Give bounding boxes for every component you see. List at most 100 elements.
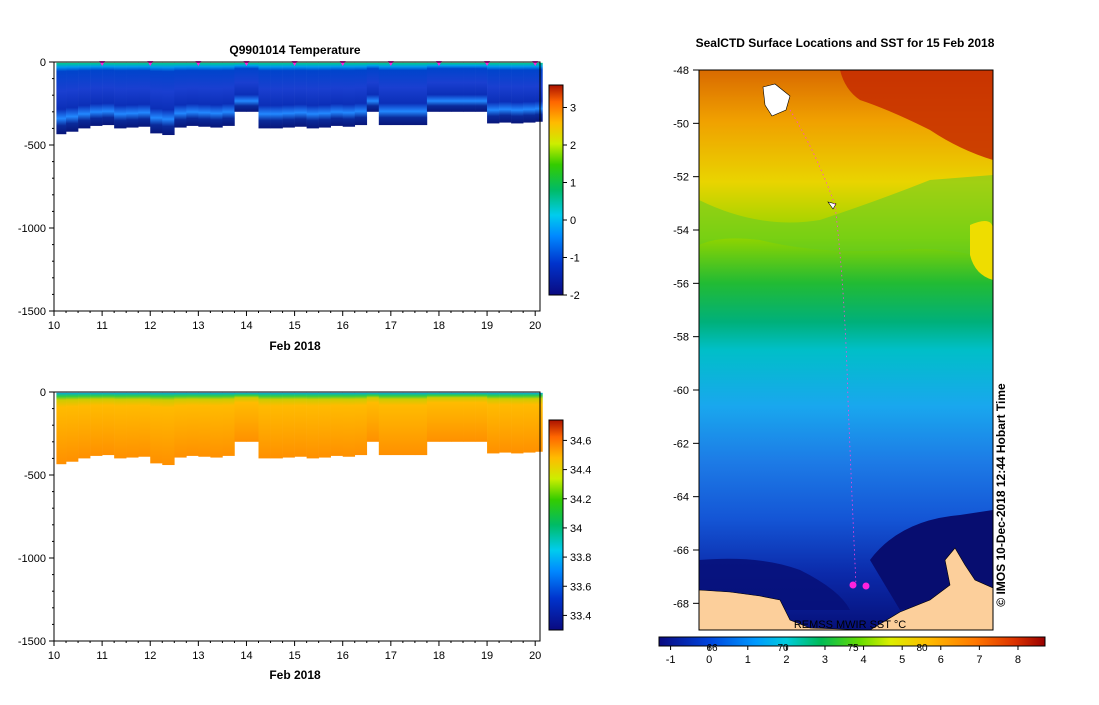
profile-column: [354, 392, 368, 456]
profile-column: [294, 62, 307, 127]
profile-column: [330, 62, 344, 126]
profile-column: [463, 392, 476, 442]
profile-column: [138, 392, 151, 457]
profile-column: [499, 392, 512, 453]
x-tick-label: 18: [433, 320, 445, 332]
colorbar-tick-label: -2: [570, 290, 580, 302]
profile-column: [426, 392, 440, 442]
profile-column: [282, 392, 295, 458]
profile-column: [463, 62, 476, 112]
warm-water-patch: [840, 70, 993, 160]
x-tick-label: 17: [385, 320, 397, 332]
sst-colorbar: [658, 636, 1046, 647]
profile-column: [511, 62, 524, 124]
island-landmass: [762, 83, 791, 117]
x-tick-label: 15: [288, 650, 300, 662]
profile-column: [438, 62, 452, 112]
latitude-tick-label: -50: [673, 118, 689, 130]
sst-colorbar-tick-label: 8: [1015, 654, 1021, 666]
profile-column: [102, 392, 115, 456]
profile-column: [330, 392, 344, 456]
y-tick-label: -1500: [18, 306, 46, 318]
colorbar-tick-label: 1: [570, 178, 576, 190]
profile-column: [402, 392, 416, 456]
colorbar-tick-label: 33.8: [570, 552, 591, 564]
y-tick-label: 0: [40, 57, 46, 69]
profile-column: [511, 392, 524, 454]
latitude-tick-label: -64: [673, 492, 689, 504]
y-tick-label: -1000: [18, 553, 46, 565]
imos-timestamp-label: © IMOS 10-Dec-2018 12:44 Hobart Time: [994, 383, 1008, 607]
profile-column: [186, 62, 199, 126]
x-tick-label: 12: [144, 320, 156, 332]
x-tick-label: 19: [481, 650, 493, 662]
y-tick-label: -500: [24, 470, 46, 482]
profile-column: [450, 62, 464, 112]
y-tick-label: -1500: [18, 636, 46, 648]
profile-column: [66, 62, 79, 132]
salinity-y-axis: 0 -500 -1000 -1500: [18, 387, 54, 648]
sst-colorbar-overlay-label: 75: [847, 643, 859, 654]
x-tick-label: 17: [385, 650, 397, 662]
profile-column: [78, 62, 91, 129]
sst-colorbar-tick-label: 3: [822, 654, 828, 666]
profile-column: [222, 62, 235, 126]
profile-column: [450, 392, 464, 442]
profile-column: [246, 392, 259, 442]
profile-column: [198, 392, 211, 457]
profile-column: [487, 392, 500, 454]
salinity-colorbar: [548, 419, 564, 631]
sst-colorbar-overlay-label: 80: [916, 643, 928, 654]
colorbar-tick-label: 34.2: [570, 494, 591, 506]
profile-column: [270, 392, 283, 459]
frontal-band: [699, 175, 993, 260]
profile-column: [234, 392, 247, 442]
x-tick-label: 14: [240, 650, 252, 662]
profile-column: [162, 392, 175, 466]
colorbar-tick-label: 34: [570, 523, 582, 535]
x-tick-label: 10: [48, 320, 60, 332]
profile-column: [102, 62, 115, 126]
y-tick-label: 0: [40, 387, 46, 399]
x-tick-label: 11: [96, 320, 107, 332]
sst-colorbar-tick-label: -1: [666, 654, 676, 666]
profile-column: [475, 62, 488, 112]
sst-map-panel: SealCTD Surface Locations and SST for 15…: [658, 36, 1046, 666]
profile-column: [366, 392, 380, 442]
profile-column: [475, 392, 488, 442]
profile-column: [258, 62, 271, 129]
profile-column: [150, 392, 163, 464]
profile-column: [282, 62, 295, 128]
latitude-tick-label: -48: [673, 65, 689, 77]
y-tick-label: -1000: [18, 223, 46, 235]
x-tick-label: 16: [337, 320, 349, 332]
salinity-plot-frame: [53, 391, 541, 642]
profile-column: [198, 62, 211, 127]
profile-column: [210, 392, 223, 458]
profile-column: [535, 62, 543, 122]
profile-column: [126, 392, 139, 458]
profile-column: [258, 392, 271, 459]
x-tick-label: 12: [144, 650, 156, 662]
temperature-y-axis: 0 -500 -1000 -1500: [18, 57, 54, 318]
profile-column: [306, 392, 319, 459]
profile-column: [414, 392, 428, 456]
profile-column: [138, 62, 151, 127]
x-tick-label: 14: [240, 320, 252, 332]
sst-colorbar-tick-label: 5: [899, 654, 905, 666]
profile-column: [114, 392, 127, 459]
sst-colorbar-tick-label: 7: [976, 654, 982, 666]
profile-column: [234, 62, 247, 112]
latitude-tick-label: -56: [673, 278, 689, 290]
sst-map-latitude-axis: -48 -50 -52 -54 -56 -58 -60 -62 -64 -66 -68: [673, 65, 699, 610]
colorbar-tick-label: 2: [570, 140, 576, 152]
colorbar-tick-label: 33.4: [570, 610, 591, 622]
seal-location-marker: [849, 581, 857, 589]
profile-column: [222, 392, 235, 456]
temperature-colorbar: [548, 84, 564, 296]
profile-column: [402, 62, 416, 126]
profile-column: [378, 62, 392, 126]
latitude-tick-label: -66: [673, 545, 689, 557]
colorbar-tick-label: 34.6: [570, 435, 591, 447]
